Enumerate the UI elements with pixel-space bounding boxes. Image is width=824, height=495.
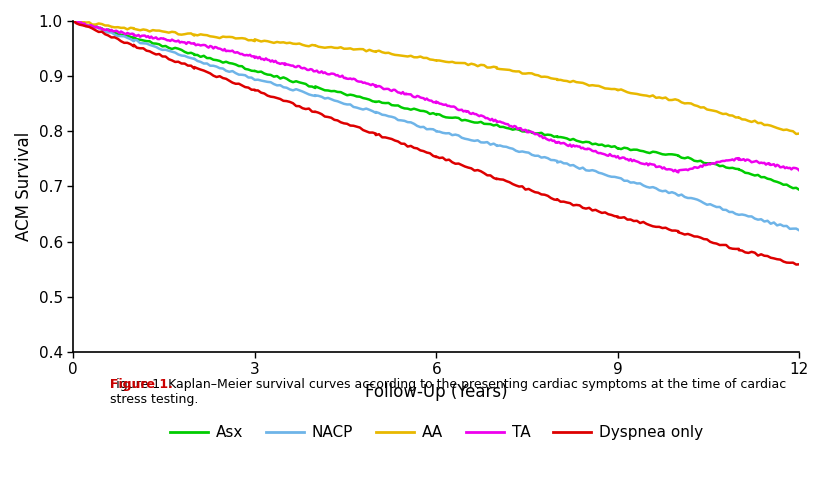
TA: [475, 113, 485, 119]
NACP: [794, 228, 804, 234]
Y-axis label: ACM Survival: ACM Survival: [15, 132, 33, 241]
TA: [729, 157, 739, 163]
AA: [549, 76, 559, 82]
Asx: [743, 170, 753, 176]
Asx: [552, 133, 562, 139]
TA: [374, 83, 384, 89]
AA: [101, 22, 110, 28]
Dyspnea only: [186, 63, 196, 69]
Line: TA: TA: [73, 20, 799, 172]
NACP: [101, 29, 110, 35]
Dyspnea only: [740, 249, 750, 255]
Line: NACP: NACP: [73, 20, 799, 231]
Asx: [316, 86, 326, 92]
Asx: [794, 187, 804, 193]
NACP: [740, 212, 750, 218]
AA: [791, 131, 801, 137]
NACP: [119, 33, 129, 39]
AA: [68, 18, 78, 24]
TA: [602, 152, 611, 158]
Dyspnea only: [313, 110, 323, 116]
NACP: [68, 17, 78, 23]
Dyspnea only: [119, 40, 129, 46]
AA: [186, 31, 196, 37]
TA: [68, 17, 78, 23]
Dyspnea only: [791, 261, 801, 267]
TA: [509, 123, 519, 129]
Asx: [72, 18, 82, 24]
TA: [673, 169, 683, 175]
Line: Asx: Asx: [73, 21, 799, 190]
AA: [794, 131, 804, 137]
AA: [313, 44, 323, 50]
Legend: Asx, NACP, AA, TA, Dyspnea only: Asx, NACP, AA, TA, Dyspnea only: [163, 419, 709, 446]
X-axis label: Follow-Up (Years): Follow-Up (Years): [365, 383, 508, 401]
Text: Figure 1. Kaplan–Meier survival curves according to the presenting cardiac sympt: Figure 1. Kaplan–Meier survival curves a…: [110, 378, 786, 406]
NACP: [313, 93, 323, 99]
Asx: [190, 51, 199, 57]
NACP: [549, 157, 559, 163]
Dyspnea only: [68, 17, 78, 23]
Text: Figure 1.: Figure 1.: [110, 378, 172, 391]
AA: [740, 117, 750, 123]
NACP: [186, 55, 196, 61]
TA: [794, 168, 804, 174]
Dyspnea only: [101, 31, 110, 37]
TA: [294, 63, 304, 69]
Dyspnea only: [549, 197, 559, 202]
Asx: [103, 27, 113, 33]
Dyspnea only: [794, 261, 804, 267]
AA: [119, 25, 129, 31]
Asx: [123, 33, 133, 39]
Asx: [68, 18, 78, 24]
Line: AA: AA: [73, 21, 799, 134]
Line: Dyspnea only: Dyspnea only: [73, 20, 799, 264]
